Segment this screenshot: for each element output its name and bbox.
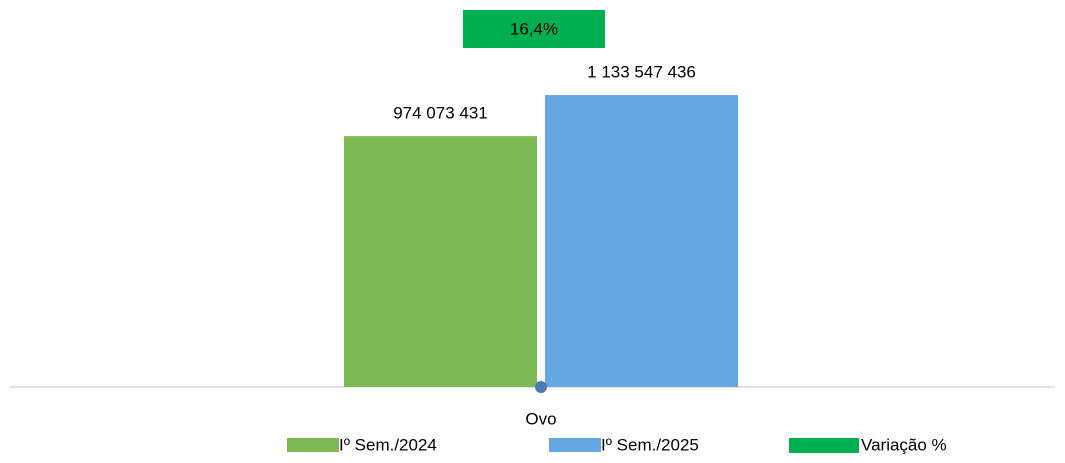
x-tick-label: Ovo — [525, 409, 556, 428]
legend-swatch — [549, 438, 601, 452]
data-label: 1 133 547 436 — [587, 63, 696, 82]
legend-swatch — [287, 438, 339, 452]
bar — [545, 95, 738, 387]
variation-label-box — [463, 10, 605, 48]
legend-label: Variação % — [861, 435, 947, 454]
bar — [344, 136, 537, 387]
legend-label: Iº Sem./2025 — [601, 435, 699, 454]
variation-label: 16,4% — [510, 19, 558, 38]
legend-swatch — [789, 438, 859, 453]
data-label: 974 073 431 — [393, 104, 488, 123]
variation-marker — [535, 381, 547, 393]
legend-label: Iº Sem./2024 — [339, 435, 437, 454]
